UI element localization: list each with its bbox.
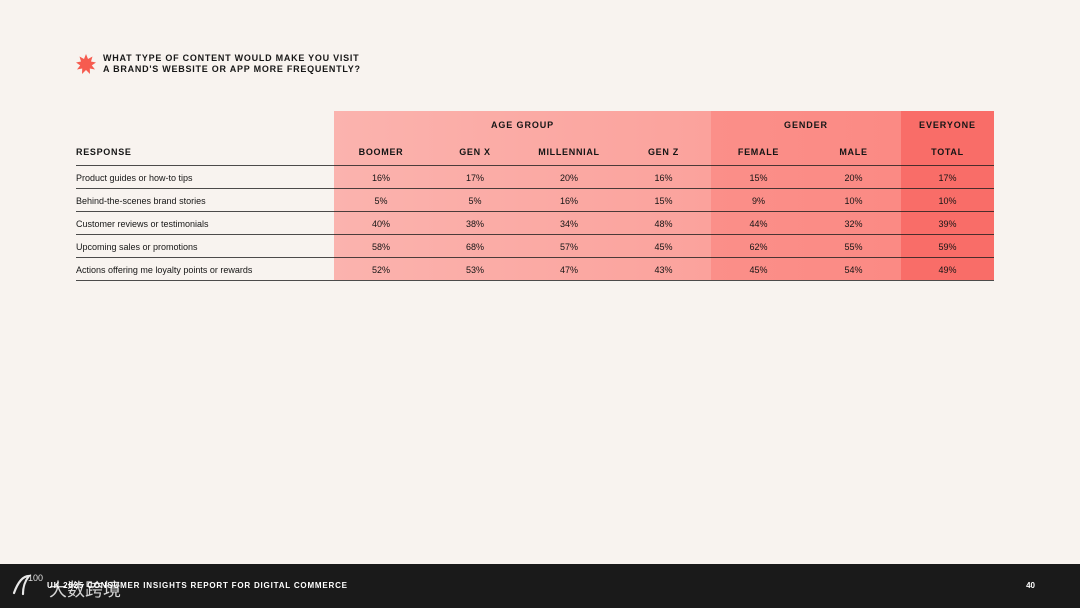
male-value: 32% xyxy=(844,218,863,229)
row-divider xyxy=(76,188,994,189)
female-column-header: FEMALE xyxy=(737,147,780,157)
boomer-value: 16% xyxy=(371,172,390,183)
response-label: Upcoming sales or promotions xyxy=(76,241,198,252)
table-row: Behind-the-scenes brand stories 5% 5% 16… xyxy=(76,189,994,212)
row-divider xyxy=(76,234,994,235)
table-row: Product guides or how-to tips 16% 17% 20… xyxy=(76,166,994,189)
millennial-value: 20% xyxy=(559,172,578,183)
gender-group-header: GENDER xyxy=(784,120,828,130)
millennial-value: 47% xyxy=(559,264,578,275)
gen-z-value: 16% xyxy=(654,172,673,183)
boomer-value: 5% xyxy=(374,195,388,206)
gen-z-value: 15% xyxy=(654,195,673,206)
female-value: 15% xyxy=(749,172,768,183)
gen-x-value: 38% xyxy=(465,218,484,229)
gen-x-value: 17% xyxy=(465,172,484,183)
female-value: 45% xyxy=(749,264,768,275)
table-row: Customer reviews or testimonials 40% 38%… xyxy=(76,212,994,235)
total-column-header: TOTAL xyxy=(931,147,964,157)
millennial-value: 16% xyxy=(559,195,578,206)
survey-results-table: AGE GROUP GENDER EVERYONE RESPONSE BOOME… xyxy=(76,111,994,282)
question-title: WHAT TYPE OF CONTENT WOULD MAKE YOU VISI… xyxy=(103,53,361,75)
age-group-column-band xyxy=(334,111,711,280)
boomer-value: 58% xyxy=(371,241,390,252)
female-value: 62% xyxy=(749,241,768,252)
boomer-column-header: BOOMER xyxy=(358,147,404,157)
svg-text:大数跨境: 大数跨境 xyxy=(49,580,121,601)
male-value: 54% xyxy=(844,264,863,275)
gen-x-value: 53% xyxy=(465,264,484,275)
report-footer: 100 大数跨境 UK 2025 CONSUMER INSIGHTS REPOR… xyxy=(0,564,1080,608)
gen-z-value: 43% xyxy=(654,264,673,275)
page-number: 40 xyxy=(1026,581,1035,590)
table-row: Upcoming sales or promotions 58% 68% 57%… xyxy=(76,235,994,258)
column-header-row: RESPONSE BOOMER GEN X MILLENNIAL GEN Z F… xyxy=(76,142,994,162)
svg-text:100: 100 xyxy=(28,573,43,583)
male-value: 20% xyxy=(844,172,863,183)
starburst-icon xyxy=(76,54,96,74)
question-line-2: A BRAND'S WEBSITE OR APP MORE FREQUENTLY… xyxy=(103,64,361,74)
response-label: Customer reviews or testimonials xyxy=(76,218,209,229)
total-value: 17% xyxy=(938,172,957,183)
gen-x-value: 68% xyxy=(465,241,484,252)
response-label: Behind-the-scenes brand stories xyxy=(76,195,206,206)
male-value: 55% xyxy=(844,241,863,252)
table-grid: AGE GROUP GENDER EVERYONE RESPONSE BOOME… xyxy=(76,111,994,282)
survey-question: WHAT TYPE OF CONTENT WOULD MAKE YOU VISI… xyxy=(76,53,361,75)
question-line-1: WHAT TYPE OF CONTENT WOULD MAKE YOU VISI… xyxy=(103,53,360,63)
age-group-header: AGE GROUP xyxy=(490,120,555,130)
table-row: Actions offering me loyalty points or re… xyxy=(76,258,994,281)
male-column-header: MALE xyxy=(839,147,868,157)
row-divider xyxy=(76,257,994,258)
watermark-logo-icon: 100 大数跨境 xyxy=(10,568,150,602)
millennial-value: 34% xyxy=(559,218,578,229)
everyone-column-band xyxy=(901,111,994,280)
boomer-value: 52% xyxy=(371,264,390,275)
total-value: 49% xyxy=(938,264,957,275)
everyone-group-header: EVERYONE xyxy=(919,120,976,130)
boomer-value: 40% xyxy=(371,218,390,229)
total-value: 59% xyxy=(938,241,957,252)
female-value: 9% xyxy=(751,195,765,206)
header-divider xyxy=(76,165,994,166)
gen-x-column-header: GEN X xyxy=(459,147,491,157)
response-label: Actions offering me loyalty points or re… xyxy=(76,264,253,275)
row-divider xyxy=(76,211,994,212)
response-column-header: RESPONSE xyxy=(76,147,132,157)
male-value: 10% xyxy=(844,195,863,206)
female-value: 44% xyxy=(749,218,768,229)
gen-z-value: 48% xyxy=(654,218,673,229)
group-header-row: AGE GROUP GENDER EVERYONE xyxy=(76,117,994,134)
total-value: 39% xyxy=(938,218,957,229)
gen-z-column-header: GEN Z xyxy=(647,147,679,157)
millennial-column-header: MILLENNIAL xyxy=(538,147,600,157)
report-footer-title: UK 2025 CONSUMER INSIGHTS REPORT FOR DIG… xyxy=(47,581,348,590)
gender-column-band xyxy=(711,111,901,280)
table-bottom-divider xyxy=(76,280,994,281)
gen-z-value: 45% xyxy=(654,241,673,252)
response-label: Product guides or how-to tips xyxy=(76,172,193,183)
millennial-value: 57% xyxy=(559,241,578,252)
total-value: 10% xyxy=(938,195,957,206)
gen-x-value: 5% xyxy=(468,195,482,206)
